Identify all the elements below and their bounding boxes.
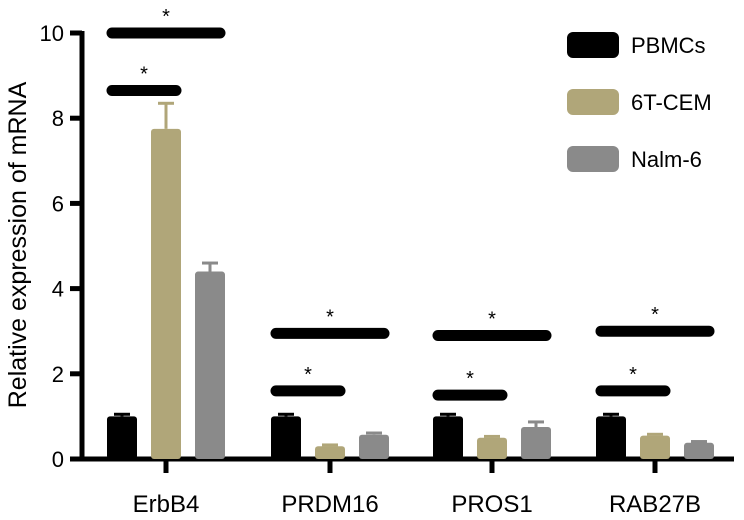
legend-label: 6T-CEM	[631, 90, 712, 115]
bar	[195, 271, 225, 459]
x-tick-label: ErbB4	[133, 491, 200, 518]
y-tick-label: 6	[52, 191, 64, 216]
bar	[151, 128, 181, 459]
bar	[107, 416, 137, 459]
significance-label: *	[651, 304, 659, 326]
y-tick-label: 8	[52, 106, 64, 131]
significance-label: *	[162, 6, 170, 28]
significance-label: *	[629, 364, 637, 386]
bar	[433, 416, 463, 459]
bar	[359, 434, 389, 459]
legend-swatch	[567, 89, 619, 115]
legend-swatch	[567, 32, 619, 58]
bar	[640, 435, 670, 459]
legend-label: PBMCs	[631, 33, 706, 58]
significance-label: *	[326, 306, 334, 328]
significance-label: *	[140, 64, 148, 86]
bar	[521, 427, 551, 459]
bar	[684, 442, 714, 459]
significance-label: *	[304, 364, 312, 386]
bar	[271, 416, 301, 459]
x-axis: ErbB4 PRDM16 PROS1 RAB27B	[80, 456, 734, 518]
y-tick-label: 10	[40, 21, 64, 46]
y-tick-label: 2	[52, 362, 64, 387]
bar	[477, 437, 507, 459]
error-bars	[114, 101, 707, 447]
x-tick-label: PRDM16	[281, 491, 378, 518]
legend-swatch	[567, 146, 619, 172]
bar	[315, 446, 345, 459]
y-axis: 0 2 4 6 8 10	[40, 21, 85, 472]
bars	[107, 128, 714, 459]
y-axis-title: Relative expression of mRNA	[4, 81, 32, 408]
y-tick-label: 0	[52, 447, 64, 472]
bar	[596, 416, 626, 459]
x-tick-label: PROS1	[451, 491, 532, 518]
significance-markers: * * * * * * * *	[106, 6, 715, 401]
y-tick-label: 4	[52, 277, 64, 302]
legend: PBMCs 6T-CEM Nalm-6	[567, 32, 712, 172]
legend-label: Nalm-6	[631, 147, 702, 172]
significance-label: *	[488, 308, 496, 330]
x-tick-label: RAB27B	[609, 491, 701, 518]
significance-label: *	[466, 368, 474, 390]
